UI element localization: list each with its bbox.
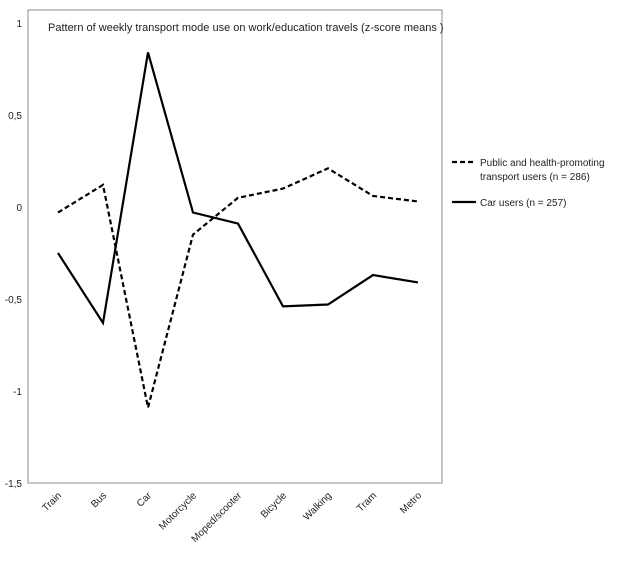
x-tick-label: Bicycle xyxy=(259,490,289,520)
plot-frame xyxy=(27,9,443,484)
legend-label-1: Public and health-promoting transport use… xyxy=(480,158,605,183)
y-tick-label: 0 xyxy=(16,203,22,214)
x-tick-label: Train xyxy=(40,490,64,514)
legend: Public and health-promoting transport use… xyxy=(452,158,605,209)
y-tick-label: -0,5 xyxy=(5,295,23,306)
x-tick-label: Bus xyxy=(89,490,109,510)
y-tick-label: -1 xyxy=(13,387,22,398)
y-tick-label: -1,5 xyxy=(5,479,23,490)
x-tick-label: Tram xyxy=(355,490,379,514)
series-line-2 xyxy=(57,52,419,326)
x-tick-label: Car xyxy=(135,490,155,510)
legend-label-2: Car users (n = 257) xyxy=(480,198,566,209)
y-tick-label: 1 xyxy=(16,19,22,30)
chart-title: Pattern of weekly transport mode use on … xyxy=(48,22,444,34)
y-tick-label: 0,5 xyxy=(8,111,22,122)
x-tick-label: Metro xyxy=(398,490,424,516)
series-lines xyxy=(57,52,419,408)
x-tick-label: Motorcycle xyxy=(157,490,199,532)
y-axis-ticks: -1,5 -1 -0,5 0 0,5 1 xyxy=(5,19,23,490)
series-line-1 xyxy=(57,167,419,408)
x-tick-label: Walking xyxy=(301,490,334,523)
